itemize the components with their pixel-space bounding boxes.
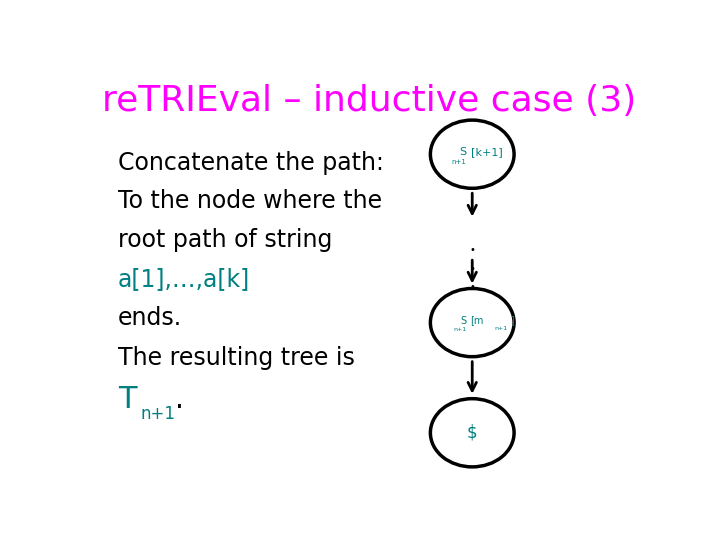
Text: •: • [469, 264, 475, 274]
Text: n+1: n+1 [495, 326, 508, 332]
Text: n+1: n+1 [454, 327, 467, 332]
Text: S: S [459, 147, 467, 157]
Ellipse shape [431, 120, 514, 188]
Text: [k+1]: [k+1] [471, 147, 503, 157]
Text: n+1: n+1 [451, 159, 467, 165]
Text: [m: [m [471, 315, 484, 326]
Text: ends.: ends. [118, 306, 182, 330]
Text: a[1],…,a[k]: a[1],…,a[k] [118, 267, 250, 292]
Text: root path of string: root path of string [118, 228, 332, 252]
Text: .: . [176, 386, 184, 414]
Text: •: • [469, 282, 475, 292]
Text: •: • [469, 245, 475, 255]
Ellipse shape [431, 288, 514, 357]
Text: T: T [118, 385, 136, 414]
Text: ]: ] [510, 315, 513, 326]
Text: n+1: n+1 [140, 406, 175, 423]
Text: $: $ [467, 424, 477, 442]
Text: S: S [461, 315, 467, 326]
Ellipse shape [431, 399, 514, 467]
Text: Concatenate the path:: Concatenate the path: [118, 151, 384, 174]
Text: reTRIEval – inductive case (3): reTRIEval – inductive case (3) [102, 84, 636, 118]
Text: To the node where the: To the node where the [118, 189, 382, 213]
Text: The resulting tree is: The resulting tree is [118, 346, 355, 369]
